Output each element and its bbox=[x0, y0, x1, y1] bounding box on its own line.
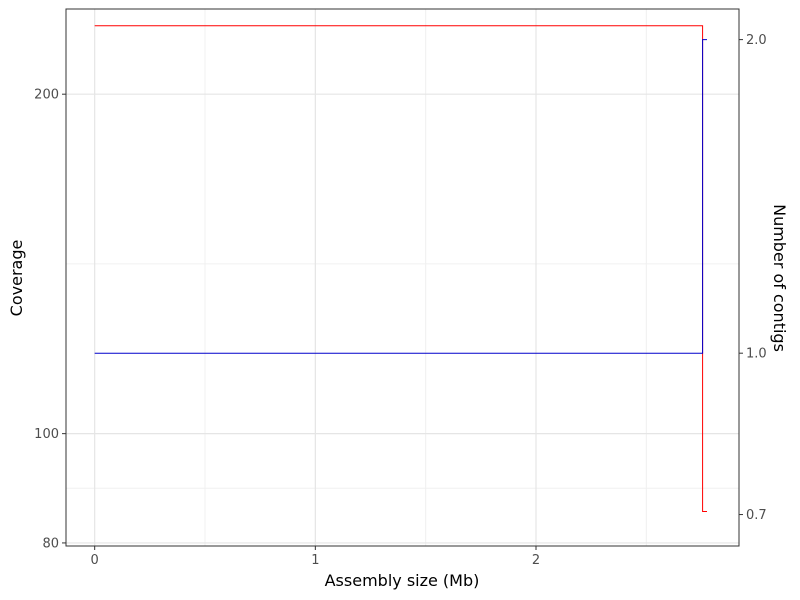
y-right-tick-label: 0.7 bbox=[746, 508, 767, 523]
y-left-tick-label: 80 bbox=[42, 536, 59, 551]
y-right-tick-label: 2.0 bbox=[746, 33, 767, 48]
x-axis: 0 1 2 bbox=[91, 546, 540, 568]
y-left-tick-label: 100 bbox=[34, 427, 59, 442]
y-left-axis: 80 100 200 bbox=[34, 88, 66, 551]
y-left-axis-title: Coverage bbox=[7, 240, 26, 317]
x-tick-label: 2 bbox=[532, 553, 540, 568]
series-layer bbox=[94, 25, 707, 513]
x-tick-label: 1 bbox=[311, 553, 319, 568]
grid-major bbox=[66, 9, 739, 546]
x-axis-title: Assembly size (Mb) bbox=[325, 571, 480, 590]
y-right-axis-title: Number of contigs bbox=[770, 204, 789, 352]
y-right-tick-label: 1.0 bbox=[746, 347, 767, 362]
panel-background bbox=[66, 9, 739, 546]
x-tick-label: 0 bbox=[91, 553, 99, 568]
series-line-contigs bbox=[94, 39, 707, 354]
y-right-axis: 0.7 1.0 2.0 bbox=[739, 33, 767, 523]
grid-minor bbox=[66, 9, 739, 546]
y-left-tick-label: 200 bbox=[34, 88, 59, 103]
panel-border bbox=[65, 8, 740, 547]
